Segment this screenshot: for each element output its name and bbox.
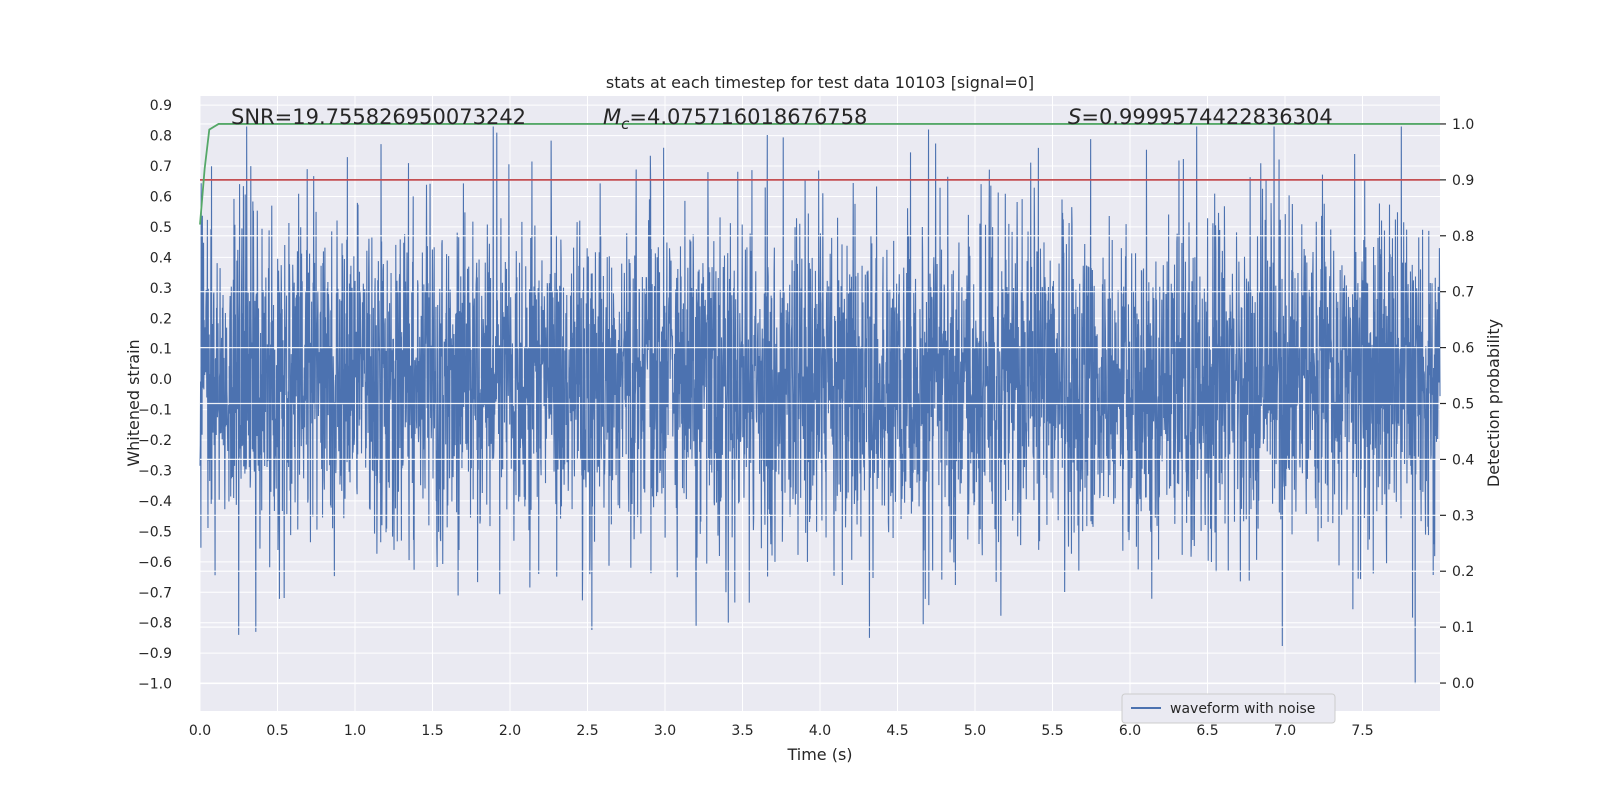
y-left-tick-label: 0.8 (150, 129, 172, 145)
y-left-tick-label: −0.8 (138, 616, 172, 632)
y-left-tick-label: 0.0 (150, 372, 172, 388)
y-left-tick-label: 0.3 (150, 281, 172, 297)
series-layer (199, 123, 1441, 684)
x-tick-label: 4.5 (886, 723, 908, 739)
chirp-mass-value: =4.075716018676758 (629, 105, 867, 129)
y-right-tick-label: 0.0 (1452, 676, 1474, 692)
chirp-mass-subscript: c (621, 115, 630, 133)
y-left-tick-label: −0.5 (138, 524, 172, 540)
x-tick-label: 1.5 (421, 723, 443, 739)
y-left-tick-label: 0.2 (150, 311, 172, 327)
series-waveform-with-noise (199, 126, 1441, 684)
legend: waveform with noise (1121, 693, 1336, 724)
y-left-tick-label: −0.2 (138, 433, 172, 449)
s-annotation: S=0.9999574422836304 (1068, 105, 1333, 129)
y-left-axis-label: Whitened strain (124, 339, 143, 466)
legend-box (1121, 693, 1336, 724)
x-tick-label: 5.0 (964, 723, 986, 739)
x-tick-label: 3.5 (731, 723, 753, 739)
y-left-tick-label: −0.3 (138, 463, 172, 479)
y-left-tick-label: −0.1 (138, 403, 172, 419)
x-axis-label: Time (s) (786, 745, 852, 764)
y-left-tick-label: 0.4 (150, 250, 172, 266)
y-right-tick-label: 0.9 (1452, 173, 1474, 189)
y-left-tick-label: −0.6 (138, 555, 172, 571)
y-left-tick-label: 0.1 (150, 342, 172, 358)
y-right-tick-label: 0.7 (1452, 285, 1474, 301)
legend-label-waveform: waveform with noise (1170, 701, 1315, 717)
y-right-tick-label: 0.6 (1452, 341, 1474, 357)
y-right-axis-label: Detection probability (1484, 319, 1503, 487)
y-right-tick-label: 0.8 (1452, 229, 1474, 245)
x-tick-label: 2.0 (499, 723, 521, 739)
s-value: =0.9999574422836304 (1081, 105, 1332, 129)
y-right-tick-label: 0.3 (1452, 508, 1474, 524)
y-right-tick-label: 0.5 (1452, 397, 1474, 413)
y-left-tick-label: −0.7 (138, 585, 172, 601)
y-left-tick-label: −1.0 (138, 677, 172, 693)
y-left-tick-label: −0.9 (138, 646, 172, 662)
x-tick-label: 2.5 (576, 723, 598, 739)
snr-annotation: SNR=19.755826950073242 (231, 105, 526, 129)
y-right-axis-ticks: 1.0 0.9 0.8 0.7 0.6 0.5 0.4 0.3 0.2 0.1 0.0 (1440, 117, 1474, 692)
x-tick-label: 0.5 (266, 723, 288, 739)
y-left-tick-label: 0.7 (150, 159, 172, 175)
y-right-tick-label: 1.0 (1452, 117, 1474, 133)
y-right-tick-label: 0.4 (1452, 452, 1474, 468)
s-symbol: S (1068, 105, 1081, 129)
series-detection-probability (199, 123, 1440, 225)
x-tick-label: 6.0 (1119, 723, 1141, 739)
x-tick-label: 3.0 (654, 723, 676, 739)
x-tick-label: 1.0 (344, 723, 366, 739)
y-left-tick-label: 0.5 (150, 220, 172, 236)
x-tick-label: 7.5 (1351, 723, 1373, 739)
y-left-tick-label: 0.9 (150, 98, 172, 114)
chirp-mass-symbol: M (603, 105, 621, 129)
x-tick-label: 6.5 (1196, 723, 1218, 739)
chirp-mass-annotation: Mc=4.075716018676758 (603, 105, 867, 133)
y-left-tick-label: 0.6 (150, 189, 172, 205)
x-tick-label: 7.0 (1274, 723, 1296, 739)
x-tick-label: 0.0 (189, 723, 211, 739)
y-right-tick-label: 0.2 (1452, 564, 1474, 580)
y-left-tick-label: −0.4 (138, 494, 172, 510)
y-right-tick-label: 0.1 (1452, 620, 1474, 636)
x-tick-label: 4.0 (809, 723, 831, 739)
y-left-axis-ticks: 0.9 0.8 0.7 0.6 0.5 0.4 0.3 0.2 0.1 0.0 −0.1 −0.2 −0… (138, 98, 172, 692)
x-axis-ticks: 0.0 0.5 1.0 1.5 2.0 2.5 3.0 3.5 4.0 4.5 5.0 5.5 6.0 6… (189, 723, 1374, 739)
x-tick-label: 5.5 (1041, 723, 1063, 739)
chart-title: stats at each timestep for test data 101… (606, 73, 1034, 92)
